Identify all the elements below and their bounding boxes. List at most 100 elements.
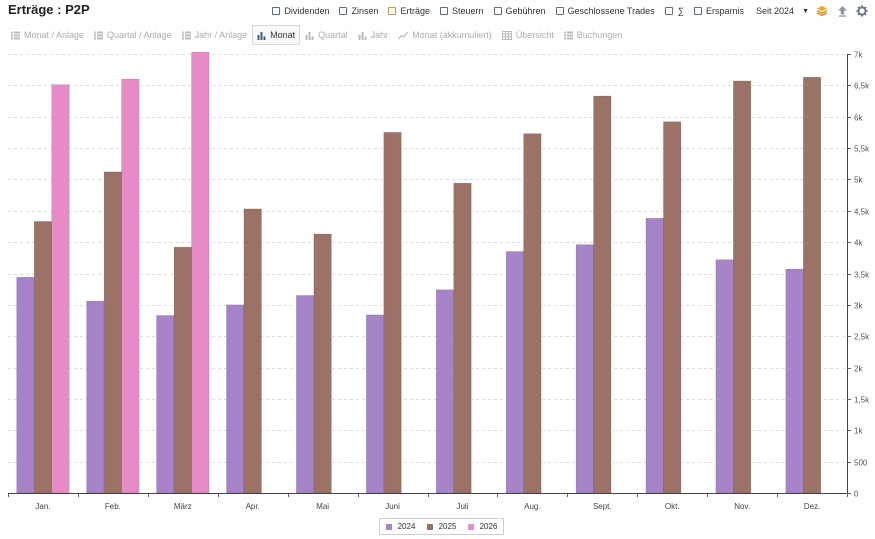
bar-2026-Feb. (121, 78, 140, 494)
tab-monat-anlage[interactable]: Monat / Anlage (6, 25, 89, 45)
x-tick-label: Aug. (524, 502, 540, 511)
bar-chart: 0 500 1k 1,5k 2k 2,5k 3k 3,5k 4k 4,5k 5k 5,5k 6k 6,5k… (8, 51, 870, 511)
legend-swatch (467, 523, 474, 530)
bar-chart-icon (358, 31, 367, 40)
list-icon (563, 31, 573, 39)
x-tick-label: Okt. (665, 502, 680, 511)
chart-legend: 2024 2025 2026 (379, 518, 504, 535)
tab-monat-akkumuliert[interactable]: Monat (akkumuliert) (393, 25, 497, 45)
y-tick-label: 2,5k (854, 333, 870, 342)
x-tick-label: Juli (456, 502, 468, 511)
checkbox-icon[interactable] (694, 7, 703, 15)
tab-jahr[interactable]: Jahr (353, 25, 394, 45)
bar-2024-Jan. (16, 276, 35, 494)
legend-item-2024[interactable]: 2024 (385, 522, 415, 531)
bar-2024-Nov. (715, 259, 734, 494)
x-tick-label: Mai (316, 502, 329, 511)
bar-2024-Juli (435, 289, 455, 494)
filter-zinsen[interactable]: Zinsen (339, 6, 378, 16)
y-tick-label: 6k (854, 114, 863, 123)
legend-swatch (385, 523, 392, 530)
bar-2026-März (191, 51, 210, 494)
list-icon (181, 31, 191, 39)
filter-dividenden[interactable]: Dividenden (272, 6, 329, 16)
view-toolbar: Monat / Anlage Quartal / Anlage Jahr / A… (6, 25, 628, 45)
layers-icon[interactable] (815, 4, 829, 18)
line-chart-icon (398, 31, 409, 39)
filter-summe[interactable]: ∑ (664, 6, 684, 16)
filter-steuern[interactable]: Steuern (439, 6, 484, 16)
x-tick-label: Feb. (105, 502, 121, 511)
x-tick-label: Jan. (35, 502, 50, 511)
chart-axes: 0 500 1k 1,5k 2k 2,5k 3k 3,5k 4k 4,5k 5k 5,5k 6k 6,5k… (8, 51, 870, 511)
bar-2025-Dez. (802, 76, 822, 494)
filter-bar: Dividenden Zinsen Erträge Steuern Gebühr… (262, 4, 869, 18)
header-bar: Erträge : P2P Dividenden Zinsen Erträge … (0, 0, 875, 24)
checkbox-icon[interactable] (272, 7, 281, 15)
tab-uebersicht[interactable]: Übersicht (497, 25, 559, 45)
filter-gebuehren[interactable]: Gebühren (493, 6, 546, 16)
legend-item-2025[interactable]: 2025 (426, 522, 456, 531)
x-tick-label: März (174, 502, 192, 511)
bar-2025-März (173, 246, 192, 494)
page-title: Erträge : P2P (8, 2, 90, 17)
bar-2025-Sept. (593, 95, 612, 494)
upload-icon[interactable] (835, 4, 849, 18)
filter-ersparnis[interactable]: Ersparnis (694, 6, 744, 16)
bar-2024-Aug. (505, 251, 524, 494)
y-tick-label: 500 (854, 459, 868, 468)
checkbox-icon[interactable] (388, 7, 397, 15)
list-icon (94, 31, 104, 39)
bar-2024-Dez. (785, 268, 804, 494)
x-tick-label: Sept. (593, 502, 612, 511)
y-tick-label: 1k (854, 427, 863, 436)
bar-2024-Juni (365, 314, 385, 494)
y-tick-label: 0 (854, 490, 859, 499)
checkbox-icon[interactable] (555, 7, 564, 15)
checkbox-icon[interactable] (439, 7, 448, 15)
y-tick-label: 6,5k (854, 82, 870, 91)
bar-2025-Juli (453, 182, 472, 494)
bar-2025-Mai (313, 233, 332, 494)
bar-2025-Jan. (33, 221, 53, 494)
bar-2025-Juni (383, 132, 402, 494)
filter-geschlossene-trades[interactable]: Geschlossene Trades (555, 6, 655, 16)
y-tick-label: 5k (854, 176, 863, 185)
bar-2025-Feb. (103, 171, 122, 494)
bar-chart-icon (257, 31, 266, 40)
bar-2026-Jan. (51, 84, 70, 494)
y-tick-label: 5,5k (854, 145, 870, 154)
checkbox-icon[interactable] (493, 7, 502, 15)
bar-2024-März (156, 315, 175, 494)
y-tick-label: 4,5k (854, 208, 870, 217)
bar-2024-Feb. (86, 300, 105, 494)
checkbox-icon[interactable] (339, 7, 348, 15)
y-tick-label: 2k (854, 365, 863, 374)
year-select[interactable]: Seit 2024 ▼ (756, 6, 809, 16)
x-tick-label: Dez. (804, 502, 820, 511)
bar-2024-Okt. (645, 218, 664, 494)
table-icon (501, 30, 512, 40)
filter-ertraege[interactable]: Erträge (388, 6, 430, 16)
chart-bars (16, 51, 822, 494)
tab-quartal[interactable]: Quartal (300, 25, 353, 45)
x-tick-label: Juni (385, 502, 400, 511)
chart-grid (8, 54, 847, 463)
tab-buchungen[interactable]: Buchungen (559, 25, 628, 45)
checkbox-icon[interactable] (664, 7, 673, 15)
list-icon (11, 31, 20, 39)
bar-2024-Mai (296, 295, 315, 494)
tab-jahr-anlage[interactable]: Jahr / Anlage (177, 25, 253, 45)
y-tick-label: 3,5k (854, 271, 870, 280)
bar-2025-Okt. (663, 121, 682, 494)
y-tick-label: 7k (854, 51, 863, 60)
tab-monat[interactable]: Monat (252, 25, 301, 45)
bar-2025-Apr. (243, 208, 262, 494)
gear-icon[interactable] (855, 4, 869, 18)
bar-2024-Apr. (226, 304, 245, 494)
tab-quartal-anlage[interactable]: Quartal / Anlage (89, 25, 177, 45)
x-tick-label: Nov. (734, 502, 750, 511)
bar-chart-icon (305, 31, 314, 40)
legend-item-2026[interactable]: 2026 (467, 522, 497, 531)
bar-2025-Nov. (733, 80, 752, 494)
